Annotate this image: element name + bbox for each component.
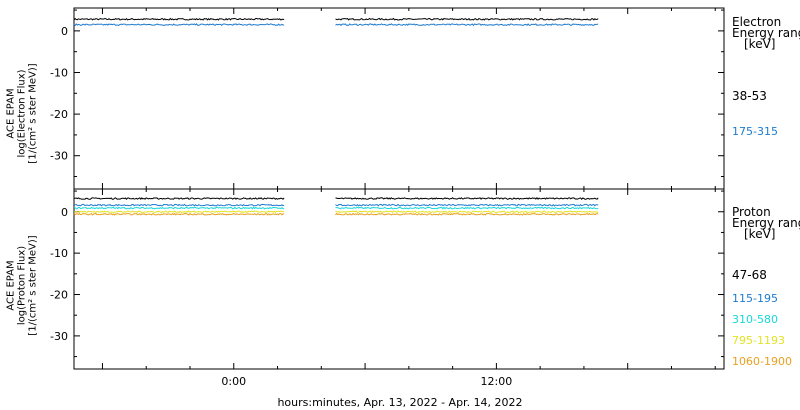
- proton-series-0-line: [73, 197, 599, 200]
- electron-legend-entry-0: 38-53: [732, 89, 767, 103]
- electron-legend-title: Electron Energy range [keV]: [732, 15, 800, 51]
- proton-ylabel-line-2: log(Proton Flux): [16, 245, 28, 326]
- proton-ytick-label: -20: [50, 289, 68, 302]
- proton-ytick-label: -10: [50, 247, 68, 260]
- electron-ytick-label: -10: [50, 66, 68, 79]
- proton-legend-entry-4: 1060-1900: [732, 355, 792, 368]
- proton-y-axis-label: ACE EPAM log(Proton Flux) [1/(cm² s ster…: [6, 196, 39, 376]
- electron-legend-line-1: Electron: [732, 15, 782, 29]
- electron-y-axis-label: ACE EPAM log(Electron Flux) [1/(cm² s st…: [6, 24, 39, 204]
- electron-legend-entry-1: 175-315: [732, 125, 778, 138]
- electron-series-1-line: [73, 23, 599, 27]
- proton-series-3-line: [73, 210, 599, 214]
- electron-ytick-label: -20: [50, 108, 68, 121]
- proton-legend-entry-0: 47-68: [732, 268, 767, 282]
- proton-ytick-label: -30: [50, 330, 68, 343]
- proton-legend-line-1: Proton: [732, 205, 771, 219]
- x-axis-title: hours:minutes, Apr. 13, 2022 - Apr. 14, …: [277, 396, 523, 409]
- electron-series-0-line: [73, 17, 599, 21]
- proton-legend-title: Proton Energy range [keV]: [732, 205, 800, 241]
- proton-ylabel-line-1: ACE EPAM: [5, 260, 17, 311]
- proton-plot-frame: [73, 188, 725, 370]
- electron-ytick-label: 0: [61, 25, 68, 38]
- electron-legend-line-3: [keV]: [744, 37, 776, 51]
- x-tick-label-0: 0:00: [221, 375, 246, 388]
- proton-ylabel-line-3: [1/(cm² s ster MeV)]: [27, 235, 39, 336]
- electron-ytick-label: -30: [50, 150, 68, 163]
- proton-legend-line-3: [keV]: [744, 227, 776, 241]
- x-tick-label-1: 12:00: [481, 375, 513, 388]
- electron-plot-frame: [73, 7, 725, 190]
- proton-legend-entry-1: 115-195: [732, 292, 778, 305]
- electron-ylabel-line-3: [1/(cm² s ster MeV)]: [27, 63, 39, 164]
- proton-series-4-line: [73, 212, 599, 216]
- electron-ylabel-line-1: ACE EPAM: [5, 88, 17, 139]
- proton-legend-line-2: Energy range: [732, 216, 800, 230]
- proton-series-2-line: [73, 206, 599, 210]
- proton-ytick-label: 0: [61, 206, 68, 219]
- proton-legend-entry-2: 310-580: [732, 313, 778, 326]
- proton-legend-entry-3: 795-1193: [732, 334, 785, 347]
- electron-ylabel-line-2: log(Electron Flux): [16, 69, 28, 158]
- proton-series-1-line: [73, 203, 599, 207]
- electron-legend-line-2: Energy range: [732, 26, 800, 40]
